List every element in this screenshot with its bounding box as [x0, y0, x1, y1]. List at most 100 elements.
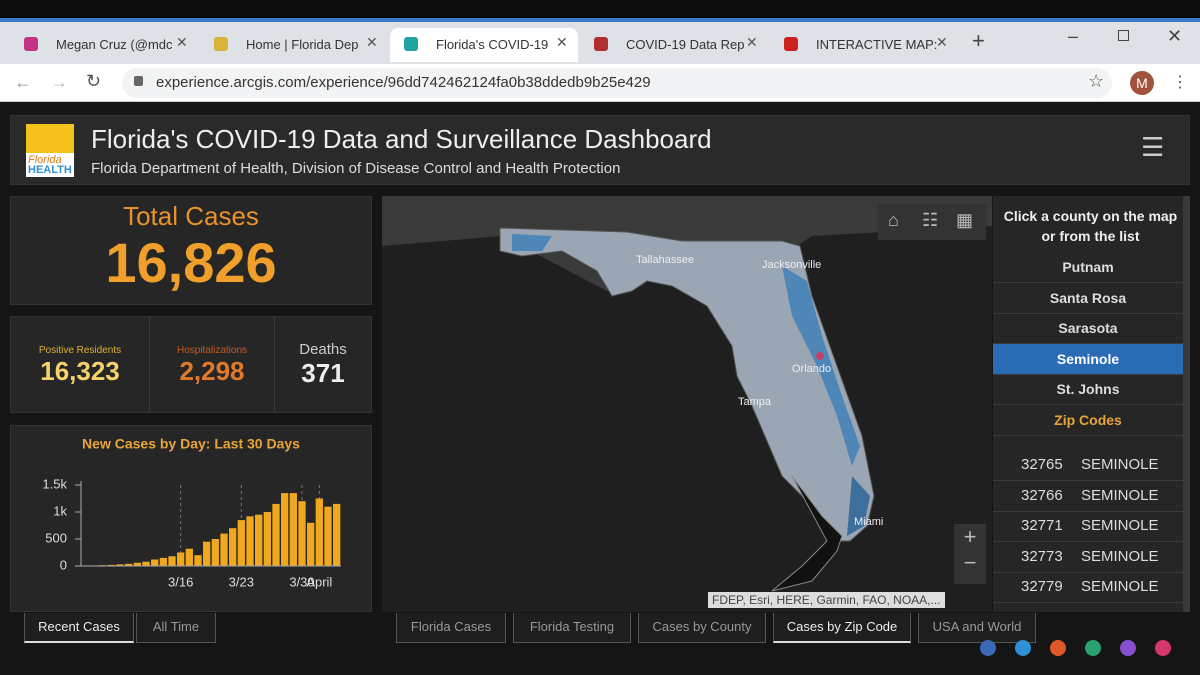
cases-shading — [847, 476, 870, 536]
zoom-in[interactable]: + — [963, 524, 977, 549]
browser-tab[interactable]: Megan Cruz (@mdc — [56, 37, 173, 52]
bar — [333, 503, 341, 566]
zip-item[interactable]: 32773 SEMINOLE — [993, 542, 1183, 573]
view-tab[interactable]: Florida Testing — [513, 613, 631, 643]
home-button[interactable]: ⌂ — [888, 210, 899, 230]
tab-icon — [594, 37, 608, 51]
browser-tab[interactable]: INTERACTIVE MAP: — [816, 37, 938, 52]
cases-shading — [782, 266, 860, 466]
county-item[interactable]: Putnam — [993, 252, 1183, 283]
bar — [281, 493, 289, 566]
view-tab[interactable]: USA and World — [918, 613, 1036, 643]
stat-value: 371 — [301, 358, 345, 388]
close[interactable]: ✕ — [1167, 26, 1183, 46]
zip-item[interactable]: 32779 SEMINOLE — [993, 572, 1183, 603]
list-button[interactable]: ☷ — [922, 210, 939, 230]
zip-code: 32779 — [1021, 578, 1063, 595]
menu[interactable]: ⋮ — [1172, 74, 1188, 91]
tab-close[interactable]: ✕ — [746, 34, 758, 50]
chart: New Cases by Day: Last 30 Days 0 500 1k 1.5… — [42, 436, 341, 589]
bar — [177, 552, 185, 566]
lock-icon — [134, 76, 143, 86]
new-tab[interactable]: + — [972, 28, 985, 53]
facebook[interactable] — [980, 640, 996, 656]
city-label: Tampa — [738, 396, 772, 408]
city-label: Jacksonville — [762, 259, 822, 271]
embed[interactable] — [1050, 640, 1066, 656]
bar — [211, 539, 219, 566]
bar — [229, 528, 237, 566]
zip-item[interactable]: 32766 SEMINOLE — [993, 481, 1183, 512]
qr[interactable] — [1085, 640, 1101, 656]
view-tab[interactable]: Florida Cases — [396, 613, 506, 643]
x-tick-label: 3/30 — [289, 574, 314, 589]
bar — [151, 559, 159, 566]
forward[interactable]: → — [50, 72, 68, 92]
stat-label: Hospitalizations — [176, 345, 248, 356]
tab-icon — [24, 37, 38, 51]
browser-tab[interactable]: Florida's COVID-19 — [390, 28, 578, 62]
reload[interactable]: ↻ — [86, 71, 102, 91]
subtitle: Florida Department of Health, Division o… — [91, 160, 621, 177]
view-tab[interactable]: Cases by Zip Code — [773, 613, 911, 643]
county-item[interactable]: Santa Rosa — [993, 283, 1183, 314]
total-value: 16,826 — [105, 231, 277, 294]
stats-panel: Positive Residents 16,323 Hospitalizatio… — [10, 316, 372, 413]
zip-county: SEMINOLE — [1081, 547, 1159, 565]
logo-text: Florida — [28, 154, 62, 166]
omnibox[interactable] — [122, 68, 1112, 98]
browser-tab[interactable]: COVID-19 Data Rep — [626, 37, 745, 52]
y-tick-label: 1k — [53, 503, 67, 518]
zip-item[interactable]: 32765 SEMINOLE — [993, 450, 1183, 481]
tab-close[interactable]: ✕ — [176, 34, 188, 50]
stat-label: Deaths — [299, 341, 347, 358]
view-tab[interactable]: All Time — [136, 613, 216, 643]
logo: Florida HEALTH — [26, 124, 74, 177]
county-item[interactable]: St. Johns — [993, 374, 1183, 405]
bookmark-star[interactable]: ☆ — [1088, 71, 1105, 91]
zip-code: 32766 — [1021, 486, 1063, 504]
florida — [499, 227, 875, 542]
tab-close[interactable]: ✕ — [556, 34, 568, 50]
header-menu[interactable]: ☰ — [1141, 132, 1165, 162]
maximize[interactable] — [1118, 30, 1129, 41]
stat: Deaths 371 — [275, 317, 371, 412]
view-tab[interactable]: Recent Cases — [24, 613, 134, 643]
city-label: Miami — [854, 516, 884, 528]
zip-code: 32765 — [1021, 456, 1063, 473]
instruction: Click a county on the map or from the li… — [1003, 208, 1178, 244]
county-item[interactable]: Seminole — [993, 343, 1183, 375]
bar — [133, 562, 141, 566]
bar — [324, 506, 332, 566]
cases-shading — [512, 234, 552, 251]
tab-close[interactable]: ✕ — [366, 34, 378, 50]
stat: Hospitalizations 2,298 — [149, 317, 275, 412]
scrollbar[interactable] — [1183, 196, 1190, 612]
zoom-control: + − — [954, 524, 986, 584]
zoom-out[interactable]: − — [963, 550, 977, 575]
link[interactable] — [1155, 640, 1171, 656]
minimize[interactable]: – — [1068, 26, 1079, 46]
browser-tab[interactable]: Home | Florida Dep — [246, 37, 359, 52]
logo-text: HEALTH — [28, 164, 72, 176]
attribution: FDEP, Esri, HERE, Garmin, FAO, NOAA,... — [708, 592, 945, 608]
tab-close[interactable]: ✕ — [936, 34, 948, 50]
email[interactable] — [1120, 640, 1136, 656]
twitter[interactable] — [1015, 640, 1031, 656]
accent-line — [0, 18, 1200, 22]
url[interactable]: experience.arcgis.com/experience/96dd742… — [156, 74, 651, 91]
y-tick-label: 1.5k — [42, 476, 67, 491]
view-tab[interactable]: Cases by County — [638, 613, 766, 643]
x-tick-label: 3/23 — [229, 574, 254, 589]
bar — [315, 498, 323, 566]
section-header: Zip Codes — [993, 405, 1183, 436]
county-item[interactable]: Sarasota — [993, 313, 1183, 344]
bar — [220, 533, 228, 566]
total-panel: Total Cases 16,826 — [10, 196, 372, 305]
profile[interactable]: M — [1130, 71, 1154, 95]
chart-panel: New Cases by Day: Last 30 Days 0 500 1k 1.5… — [10, 425, 372, 612]
back[interactable]: ← — [14, 72, 32, 92]
grid-button[interactable]: ▦ — [956, 210, 974, 230]
zip-item[interactable]: 32771 SEMINOLE — [993, 511, 1183, 542]
